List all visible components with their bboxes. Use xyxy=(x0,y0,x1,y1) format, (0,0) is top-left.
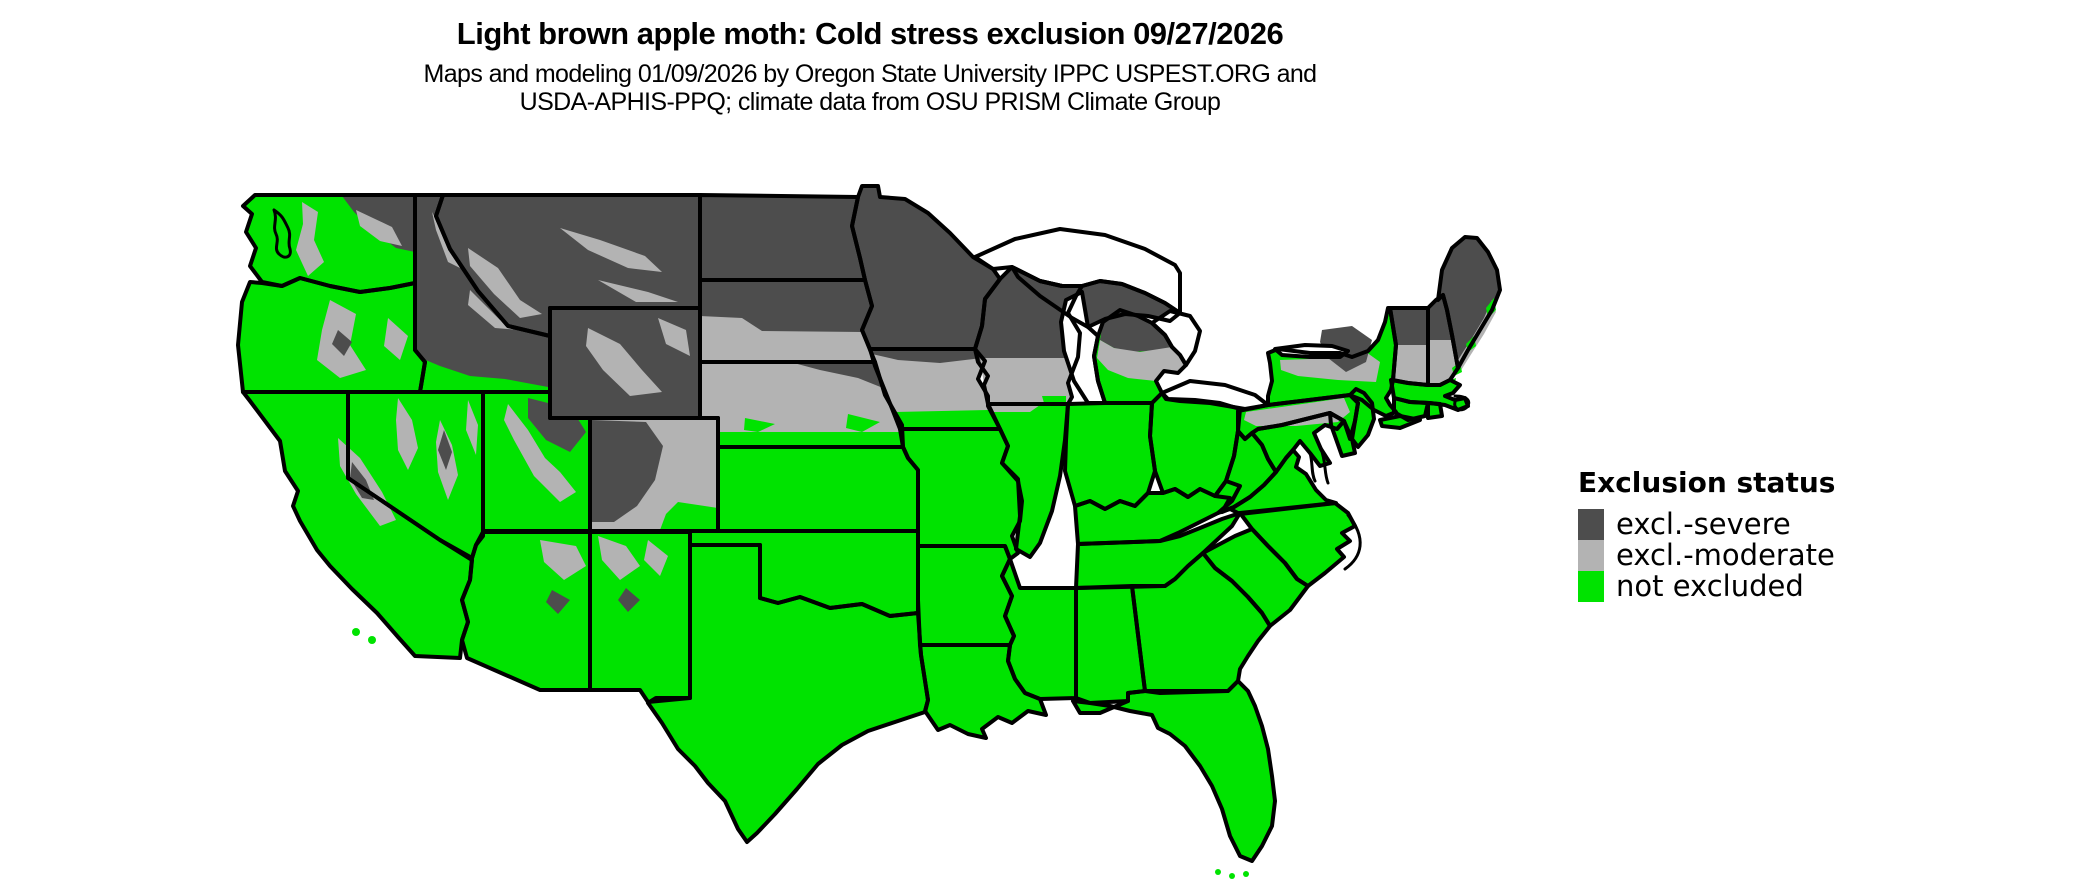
chesapeake-bay xyxy=(1308,447,1330,485)
cape-cod xyxy=(1453,394,1471,412)
severe-swatch xyxy=(1578,509,1604,540)
map-raster-patches xyxy=(296,196,1496,879)
legend-item-severe: excl.-severe xyxy=(1578,509,1835,540)
legend-title: Exclusion status xyxy=(1578,466,1836,499)
subtitle-line-2: USDA-APHIS-PPQ; climate data from OSU PR… xyxy=(519,88,1221,116)
legend-item-moderate: excl.-moderate xyxy=(1578,540,1835,571)
legend-item-not-excluded: not excluded xyxy=(1578,571,1835,602)
outer-banks xyxy=(1343,513,1362,571)
legend: Exclusion status excl.-severe excl.-mode… xyxy=(1578,466,1835,602)
not-excluded-swatch xyxy=(1578,571,1604,602)
severe-label: excl.-severe xyxy=(1616,507,1791,541)
moderate-swatch xyxy=(1578,540,1604,571)
page-title: Light brown apple moth: Cold stress excl… xyxy=(456,16,1284,51)
moderate-label: excl.-moderate xyxy=(1616,538,1835,572)
coastline-details xyxy=(272,208,1471,571)
puget-sound xyxy=(272,208,292,259)
not-excluded-label: not excluded xyxy=(1616,569,1804,603)
subtitle-line-1: Maps and modeling 01/09/2026 by Oregon S… xyxy=(423,60,1318,88)
